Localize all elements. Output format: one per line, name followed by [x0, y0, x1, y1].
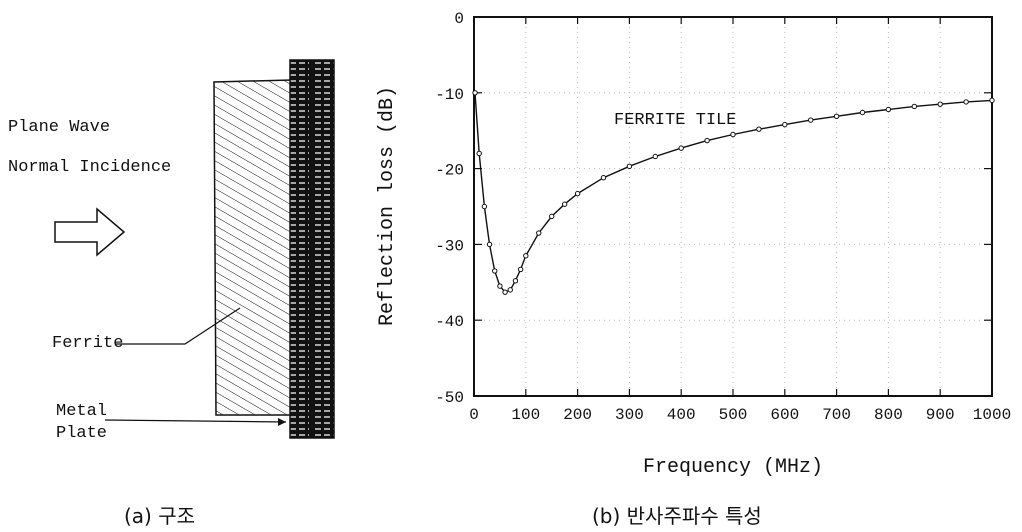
data-point: [885, 106, 892, 113]
x-tick-label: 0: [469, 406, 479, 424]
data-point: [561, 201, 568, 207]
x-tick-label: 900: [926, 406, 955, 424]
x-tick-label: 200: [563, 406, 592, 424]
y-tick-label: -30: [435, 237, 464, 255]
data-point: [859, 109, 866, 116]
x-tick-label: 700: [822, 406, 851, 424]
y-axis-title: Reflection loss (dB): [376, 86, 399, 326]
data-point: [492, 268, 498, 274]
data-point: [626, 163, 633, 170]
x-tick-label: 400: [667, 406, 696, 424]
data-point: [507, 287, 513, 293]
data-point: [536, 230, 542, 236]
normal-incidence-label: Normal Incidence: [8, 158, 172, 177]
data-point: [486, 241, 493, 248]
plate-label: Plate: [56, 424, 108, 443]
data-point: [782, 121, 788, 128]
x-tick-label: 300: [615, 406, 644, 424]
x-tick-label: 100: [511, 406, 540, 424]
data-point: [600, 174, 607, 181]
data-point: [989, 97, 995, 104]
data-point: [512, 278, 519, 284]
y-tick-label: -40: [435, 313, 464, 331]
caption-structure: (a) 구조: [124, 504, 196, 528]
y-tick-label: -20: [435, 162, 464, 180]
data-point: [963, 99, 969, 105]
data-point: [574, 190, 581, 197]
metal-label: Metal: [56, 402, 108, 421]
x-tick-label: 1000: [973, 406, 1011, 424]
x-tick-label: 600: [770, 406, 799, 424]
x-tick-label: 800: [874, 406, 903, 424]
incident-wave-arrow-icon: [54, 207, 126, 257]
y-tick-label: 0: [454, 10, 464, 28]
chart-annotation: FERRITE TILE: [614, 111, 736, 130]
x-axis-title: Frequency (MHz): [643, 456, 823, 479]
metal-leader-line: [104, 419, 287, 423]
data-point: [833, 113, 840, 119]
metal-plate: [289, 59, 335, 439]
data-point: [481, 203, 488, 210]
data-point: [678, 145, 684, 151]
plane-wave-label: Plane Wave: [8, 118, 111, 137]
y-tick-label: -10: [435, 86, 464, 104]
data-point: [704, 137, 710, 144]
plot-frame: [473, 16, 993, 397]
data-point: [911, 103, 917, 110]
data-point: [730, 131, 736, 138]
data-point: [756, 126, 762, 132]
data-point: [497, 283, 503, 289]
x-tick-label: 500: [719, 406, 748, 424]
data-point: [549, 213, 555, 220]
ferrite-label: Ferrite: [52, 334, 124, 353]
caption-reflection: (b) 반사주파수 특성: [592, 504, 762, 528]
data-point: [808, 117, 814, 123]
data-point: [937, 101, 943, 107]
data-point: [472, 90, 478, 96]
data-point: [502, 289, 508, 295]
data-point: [523, 253, 529, 259]
ferrite-leader-line: [115, 307, 241, 345]
data-point: [652, 153, 658, 160]
data-point: [517, 266, 524, 273]
chart-grid: [474, 17, 992, 396]
y-tick-label: -50: [435, 389, 464, 407]
data-point: [476, 150, 482, 157]
